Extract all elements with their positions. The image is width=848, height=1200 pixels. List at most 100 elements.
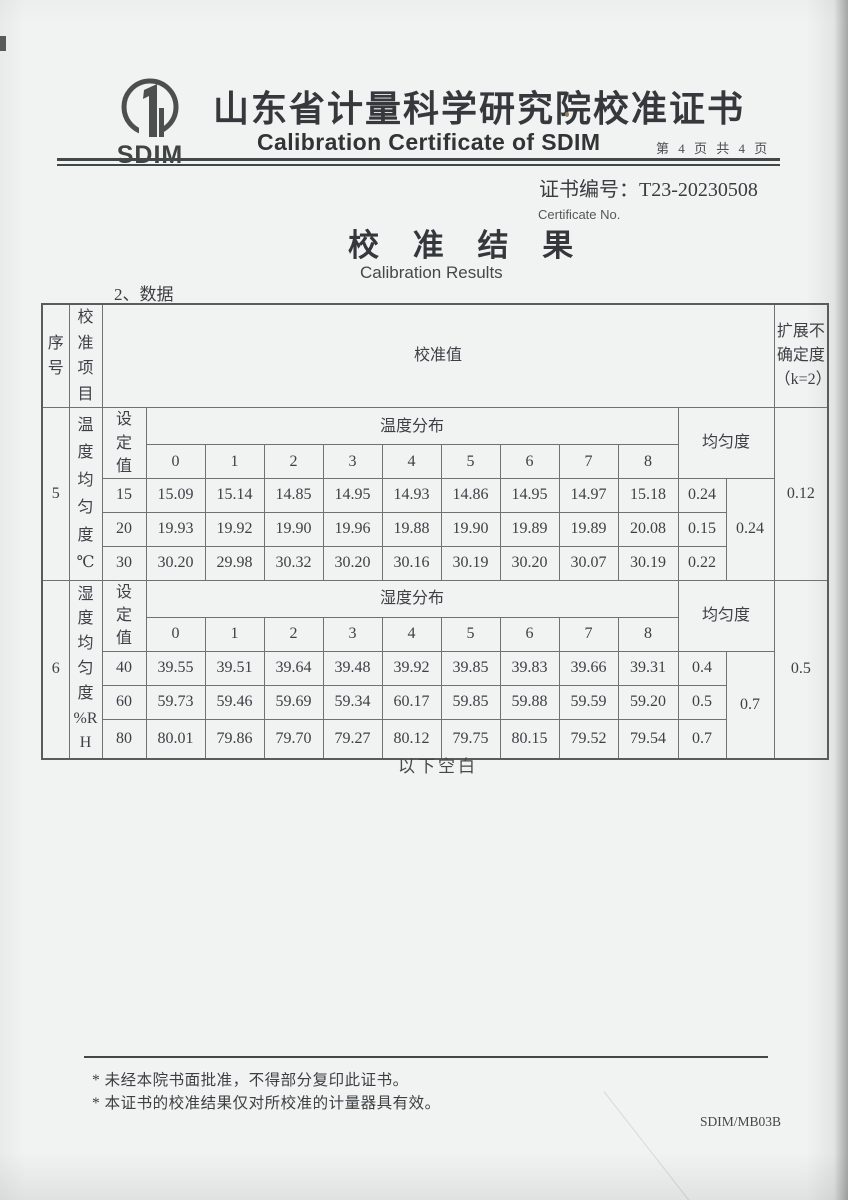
certificate-title-cn: 山东省计量科学研究院校准证书 bbox=[213, 89, 746, 129]
value-cell: 59.59 bbox=[558, 684, 619, 720]
value-cell: 14.93 bbox=[381, 477, 442, 513]
value-cell: 39.66 bbox=[558, 650, 619, 686]
point-label: 7 bbox=[558, 444, 619, 479]
point-label: 3 bbox=[322, 444, 383, 479]
point-label: 5 bbox=[440, 616, 501, 652]
scan-speck bbox=[0, 36, 6, 51]
overall-uniformity: 0.24 bbox=[725, 477, 775, 581]
row-uniformity: 0.22 bbox=[677, 545, 727, 581]
value-cell: 39.51 bbox=[204, 650, 265, 686]
value-cell: 59.69 bbox=[263, 684, 324, 720]
value-cell: 59.34 bbox=[322, 684, 383, 720]
hum-point-label-row: 0 1 2 3 4 5 6 7 8 bbox=[42, 616, 828, 652]
temp-data-row: 30 30.20 29.98 30.32 30.20 30.16 30.19 3… bbox=[42, 545, 828, 581]
value-cell: 19.90 bbox=[263, 511, 324, 547]
header-divider bbox=[57, 158, 780, 166]
point-label: 0 bbox=[145, 616, 206, 652]
point-label: 1 bbox=[204, 444, 265, 479]
value-cell: 15.09 bbox=[145, 477, 206, 513]
value-cell: 80.01 bbox=[145, 718, 206, 760]
certificate-number-label-en: Certificate No. bbox=[538, 207, 621, 222]
results-title-en: Calibration Results bbox=[360, 263, 503, 282]
set-value: 60 bbox=[101, 684, 147, 720]
value-cell: 79.54 bbox=[617, 718, 679, 760]
value-cell: 19.89 bbox=[558, 511, 619, 547]
point-label: 3 bbox=[322, 616, 383, 652]
form-code: SDIM/MB03B bbox=[700, 1114, 782, 1129]
point-label: 1 bbox=[204, 616, 265, 652]
value-cell: 80.12 bbox=[381, 718, 442, 760]
row-uniformity: 0.5 bbox=[677, 684, 727, 720]
point-label: 6 bbox=[499, 444, 560, 479]
value-cell: 60.17 bbox=[381, 684, 442, 720]
hum-data-row: 80 80.01 79.86 79.70 79.27 80.12 79.75 8… bbox=[42, 718, 828, 760]
hum-distribution-header: 湿度分布 bbox=[145, 579, 679, 618]
value-cell: 19.90 bbox=[440, 511, 501, 547]
value-cell: 59.85 bbox=[440, 684, 501, 720]
point-label: 8 bbox=[617, 616, 679, 652]
row-uniformity: 0.15 bbox=[677, 511, 727, 547]
value-cell: 79.70 bbox=[263, 718, 324, 760]
temp-point-label-row: 0 1 2 3 4 5 6 7 8 bbox=[42, 444, 828, 479]
point-label: 7 bbox=[558, 616, 619, 652]
value-cell: 59.73 bbox=[145, 684, 206, 720]
value-cell: 19.93 bbox=[145, 511, 206, 547]
point-label: 0 bbox=[145, 444, 206, 479]
value-cell: 30.20 bbox=[499, 545, 560, 581]
temp-expanded-uncertainty: 0.12 bbox=[773, 407, 829, 581]
results-title-cn: 校 准 结 果 bbox=[348, 228, 587, 263]
value-cell: 30.07 bbox=[558, 545, 619, 581]
hum-item: 湿 度 均 匀 度 %R H bbox=[68, 579, 103, 760]
certificate-title-en: Calibration Certificate of SDIM bbox=[257, 129, 601, 155]
value-cell: 79.27 bbox=[322, 718, 383, 760]
calibration-results-table: 序 号 校 准 项 目 校准值 扩展不 确定度 （k=2） 5 温 度 均 匀 … bbox=[41, 303, 830, 760]
point-label: 2 bbox=[263, 616, 324, 652]
hum-uniformity-header: 均匀度 bbox=[677, 579, 775, 652]
value-cell: 14.97 bbox=[558, 477, 619, 513]
set-value: 20 bbox=[101, 511, 147, 547]
value-cell: 30.32 bbox=[263, 545, 324, 581]
point-label: 4 bbox=[381, 444, 442, 479]
value-cell: 59.88 bbox=[499, 684, 560, 720]
value-cell: 15.18 bbox=[617, 477, 679, 513]
temp-distribution-header: 温度分布 bbox=[145, 407, 679, 446]
set-value: 80 bbox=[101, 718, 147, 760]
header-calibration-value: 校准值 bbox=[101, 303, 775, 409]
row-uniformity: 0.7 bbox=[677, 718, 727, 760]
set-value: 40 bbox=[101, 650, 147, 686]
value-cell: 79.75 bbox=[440, 718, 501, 760]
point-label: 6 bbox=[499, 616, 560, 652]
temp-subheader-row-1: 5 温 度 均 匀 度 ℃ 设 定 值 温度分布 均匀度 0.12 bbox=[41, 407, 829, 581]
scan-edge-shadow bbox=[834, 0, 848, 1200]
below-blank-note: 以下空白 bbox=[398, 757, 478, 776]
hum-data-row: 60 59.73 59.46 59.69 59.34 60.17 59.85 5… bbox=[42, 684, 828, 720]
value-cell: 59.20 bbox=[617, 684, 679, 720]
value-cell: 79.52 bbox=[558, 718, 619, 760]
header-expanded-uncertainty: 扩展不 确定度 （k=2） bbox=[773, 303, 829, 409]
value-cell: 80.15 bbox=[499, 718, 560, 760]
value-cell: 79.86 bbox=[204, 718, 265, 760]
value-cell: 30.19 bbox=[617, 545, 679, 581]
certificate-number: 证书编号：T23-20230508 bbox=[539, 179, 758, 201]
value-cell: 20.08 bbox=[617, 511, 679, 547]
hum-set-value-header: 设 定 值 bbox=[101, 579, 147, 652]
temp-set-value-header: 设 定 值 bbox=[101, 407, 147, 479]
header-item: 校 准 项 目 bbox=[68, 303, 103, 409]
value-cell: 59.46 bbox=[204, 684, 265, 720]
page-number-info: 第 4 页 共 4 页 bbox=[656, 141, 771, 156]
set-value: 30 bbox=[101, 545, 147, 581]
value-cell: 14.95 bbox=[322, 477, 383, 513]
value-cell: 14.86 bbox=[440, 477, 501, 513]
footer-divider bbox=[84, 1056, 768, 1058]
point-label: 4 bbox=[381, 616, 442, 652]
set-value: 15 bbox=[101, 477, 147, 513]
header-seq: 序 号 bbox=[41, 303, 70, 409]
value-cell: 29.98 bbox=[204, 545, 265, 581]
value-cell: 19.89 bbox=[499, 511, 560, 547]
logo-mark-icon: SDIM bbox=[117, 78, 182, 169]
scan-speck bbox=[565, 112, 569, 117]
footer-note-1: * 未经本院书面批准，不得部分复印此证书。 bbox=[92, 1072, 409, 1089]
row-uniformity: 0.24 bbox=[677, 477, 727, 513]
point-label: 8 bbox=[617, 444, 679, 479]
